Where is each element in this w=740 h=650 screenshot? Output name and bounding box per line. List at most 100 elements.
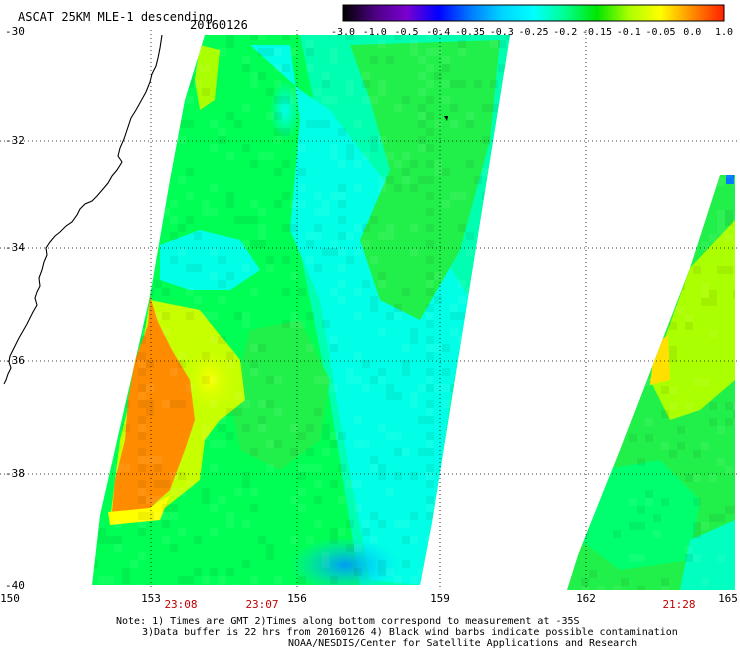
data-cell (629, 234, 637, 242)
data-cell (733, 290, 735, 298)
data-cell (258, 208, 266, 216)
data-cell (514, 176, 522, 184)
data-cell (330, 152, 338, 160)
lon-label: 162 (576, 592, 596, 605)
data-cell (442, 56, 450, 64)
data-cell (138, 360, 146, 368)
data-cell (378, 568, 386, 576)
data-cell (581, 178, 589, 186)
data-cell (402, 288, 410, 296)
data-cell (138, 480, 146, 488)
data-cell (210, 440, 218, 448)
coastline-island (444, 116, 448, 121)
data-cell (669, 402, 677, 410)
data-cell (306, 120, 314, 128)
data-cell (194, 232, 202, 240)
data-cell (434, 296, 442, 304)
data-cell (581, 314, 589, 322)
data-cell (314, 496, 322, 504)
data-cell (138, 464, 146, 472)
data-cell (290, 96, 298, 104)
data-cell (701, 442, 709, 450)
data-cell (677, 234, 685, 242)
data-cell (266, 88, 274, 96)
data-cell (354, 160, 362, 168)
data-cell (693, 266, 701, 274)
data-cell (567, 490, 573, 498)
data-cell (410, 336, 418, 344)
data-cell (490, 504, 498, 512)
data-cell (186, 264, 194, 272)
data-cell (442, 400, 450, 408)
colorbar-tick-label: -0.5 (394, 27, 418, 38)
data-cell (613, 218, 621, 226)
data-cell (346, 376, 354, 384)
data-cell (210, 184, 218, 192)
data-cell (226, 360, 234, 368)
data-cell (130, 80, 138, 88)
data-cell (402, 344, 410, 352)
data-cell (717, 458, 725, 466)
data-cell (370, 256, 378, 264)
coastline (3, 34, 448, 385)
data-cell (669, 298, 677, 306)
data-cell (106, 120, 114, 128)
data-cell (653, 514, 661, 522)
data-cell (330, 56, 338, 64)
data-cell (258, 152, 266, 160)
data-cell (677, 426, 685, 434)
data-cell (589, 418, 597, 426)
data-cell (274, 96, 282, 104)
data-cell (338, 432, 346, 440)
data-cell (426, 64, 434, 72)
data-cell (266, 440, 274, 448)
data-cell (490, 328, 498, 336)
data-cell (266, 400, 274, 408)
data-cell (202, 576, 210, 584)
data-cell (442, 64, 450, 72)
data-cell (645, 378, 653, 386)
data-cell (458, 336, 466, 344)
data-cell (458, 48, 466, 56)
data-cell (178, 136, 186, 144)
data-cell (458, 480, 466, 488)
data-cell (498, 128, 506, 136)
data-cell (474, 384, 482, 392)
data-cell (589, 178, 597, 186)
data-cell (597, 210, 605, 218)
data-cell (138, 288, 146, 296)
data-cell (242, 216, 250, 224)
data-cell (138, 112, 146, 120)
data-cell (613, 330, 621, 338)
data-cell (597, 202, 605, 210)
lon-label: 159 (430, 592, 450, 605)
data-cell (581, 346, 589, 354)
data-cell (701, 194, 709, 202)
data-cell (394, 520, 402, 528)
data-cell (466, 464, 474, 472)
data-cell (685, 218, 693, 226)
data-cell (250, 216, 258, 224)
data-cell (162, 208, 170, 216)
data-cell (266, 544, 274, 552)
data-cell (162, 104, 170, 112)
data-cell (426, 272, 434, 280)
data-cell (146, 160, 154, 168)
data-cell (250, 72, 258, 80)
data-cell (426, 288, 434, 296)
data-cell (426, 568, 434, 576)
data-cell (733, 506, 735, 514)
data-cell (370, 136, 378, 144)
data-cell (573, 234, 581, 242)
data-cell (178, 48, 186, 56)
data-cell (605, 378, 613, 386)
data-cell (490, 216, 498, 224)
data-cell (567, 362, 573, 370)
data-cell (354, 504, 362, 512)
data-cell (98, 112, 106, 120)
data-cell (458, 192, 466, 200)
data-cell (114, 344, 122, 352)
data-cell (669, 306, 677, 314)
data-cell (138, 352, 146, 360)
data-cell (242, 312, 250, 320)
